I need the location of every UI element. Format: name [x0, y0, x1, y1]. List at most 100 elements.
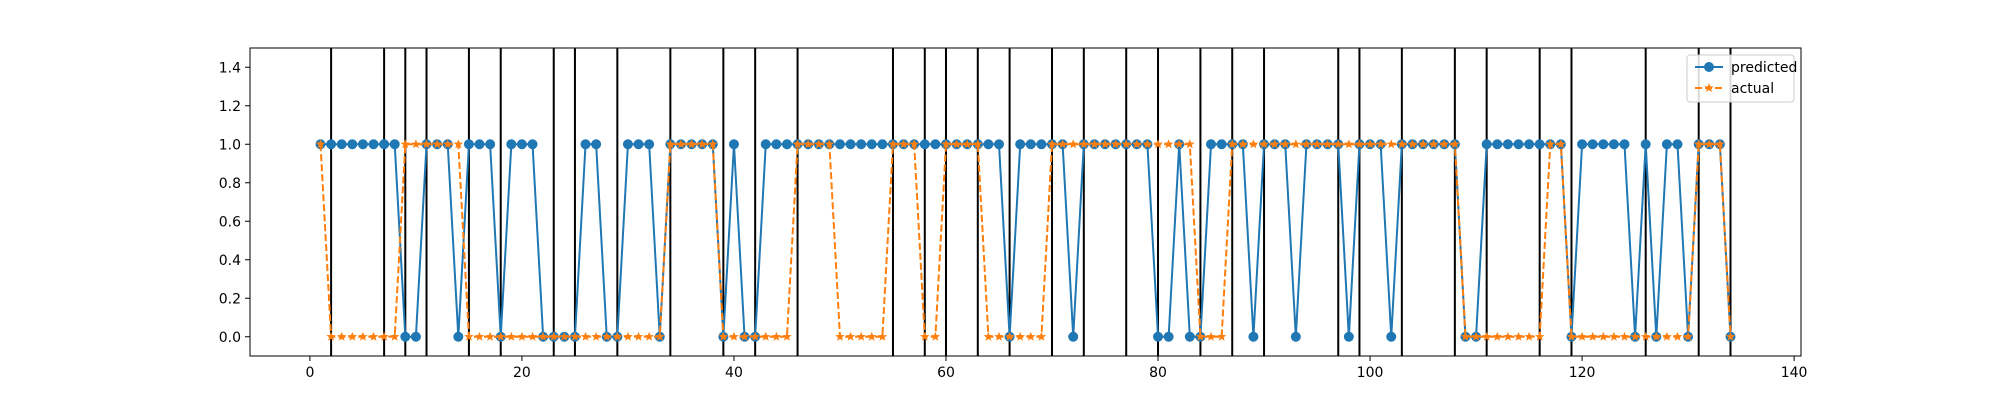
data-point: [633, 139, 644, 150]
data-point: [591, 139, 602, 150]
data-point: [1206, 139, 1217, 150]
data-point: [1291, 139, 1301, 149]
data-point: [1715, 139, 1725, 149]
series-line-predicted: [320, 143, 1732, 338]
data-point: [1163, 331, 1174, 342]
data-point: [389, 331, 400, 341]
x-tick-label: 20: [513, 365, 531, 381]
legend-marker-predicted: [1704, 62, 1714, 72]
data-point: [760, 139, 771, 150]
data-point: [644, 139, 655, 150]
data-point: [909, 139, 919, 149]
data-point: [1036, 331, 1047, 341]
data-point: [1598, 331, 1609, 341]
data-point: [951, 139, 962, 149]
data-point: [580, 331, 591, 341]
data-point: [485, 139, 496, 150]
data-point: [1280, 139, 1290, 149]
data-point: [389, 139, 400, 150]
data-point: [1577, 139, 1588, 150]
data-point: [1672, 331, 1683, 341]
x-tick-label: 0: [305, 365, 314, 381]
data-point: [1015, 139, 1026, 150]
data-point: [506, 331, 517, 341]
data-point: [781, 139, 792, 150]
data-point: [1004, 331, 1015, 341]
data-point: [527, 331, 538, 341]
x-tick-label: 40: [725, 365, 743, 381]
data-point: [1322, 139, 1333, 149]
data-point: [368, 139, 379, 150]
data-point: [867, 331, 877, 341]
data-point: [1492, 331, 1503, 341]
y-tick-label: 0.6: [219, 214, 241, 230]
data-point: [1344, 139, 1354, 149]
data-point: [1418, 139, 1428, 149]
data-point: [665, 139, 676, 149]
data-point: [1174, 139, 1184, 149]
data-point: [941, 139, 951, 149]
data-point: [1386, 331, 1397, 342]
data-point: [442, 139, 453, 149]
data-point: [1545, 139, 1556, 149]
data-point: [1661, 139, 1672, 150]
data-point: [1312, 139, 1322, 149]
data-point: [1619, 331, 1630, 341]
x-axis: 0 20 40 60 80 100 120 140: [305, 356, 1807, 381]
y-tick-label: 0.2: [219, 291, 241, 307]
data-point: [1238, 139, 1248, 149]
data-point: [1471, 331, 1481, 341]
data-point: [1683, 331, 1693, 341]
data-point: [580, 139, 591, 150]
legend-label-predicted: predicted: [1731, 60, 1797, 76]
data-point: [1185, 139, 1195, 149]
x-tick-label: 100: [1357, 365, 1384, 381]
data-point: [845, 139, 856, 150]
data-point: [983, 139, 994, 150]
data-point: [1556, 139, 1566, 149]
data-point: [1492, 139, 1503, 150]
data-point: [1047, 139, 1057, 149]
data-point: [601, 331, 612, 341]
y-tick-label: 0.0: [219, 330, 241, 346]
data-point: [326, 331, 336, 341]
data-point: [527, 139, 538, 150]
data-point: [824, 139, 835, 149]
data-point: [1619, 139, 1630, 150]
data-point: [771, 139, 782, 150]
data-point: [888, 139, 898, 149]
data-point: [718, 331, 729, 341]
data-point: [686, 139, 697, 149]
data-point: [728, 139, 739, 150]
data-point: [1598, 139, 1609, 150]
data-point: [1365, 139, 1375, 149]
data-point: [1397, 139, 1407, 149]
data-point: [834, 139, 845, 150]
data-point: [1142, 139, 1153, 149]
data-point: [1269, 139, 1280, 149]
data-point: [1524, 331, 1534, 341]
series-actual: [315, 139, 1736, 341]
data-point: [1248, 331, 1259, 342]
data-point: [792, 139, 803, 149]
data-point: [612, 331, 623, 341]
data-point: [729, 331, 739, 341]
data-point: [654, 331, 665, 341]
data-point: [782, 331, 792, 341]
data-point: [1609, 331, 1619, 341]
data-point: [1577, 331, 1587, 341]
data-point: [1566, 331, 1577, 341]
data-point: [379, 139, 390, 150]
data-point: [1068, 139, 1078, 149]
data-point: [835, 331, 845, 341]
data-point: [877, 331, 888, 341]
data-point: [315, 139, 326, 149]
data-point: [1460, 331, 1471, 341]
data-point: [739, 331, 750, 341]
data-point: [1195, 331, 1206, 341]
data-point: [358, 331, 368, 341]
data-point: [845, 331, 856, 341]
data-point: [464, 331, 474, 341]
legend-marker-actual: [1704, 83, 1714, 93]
